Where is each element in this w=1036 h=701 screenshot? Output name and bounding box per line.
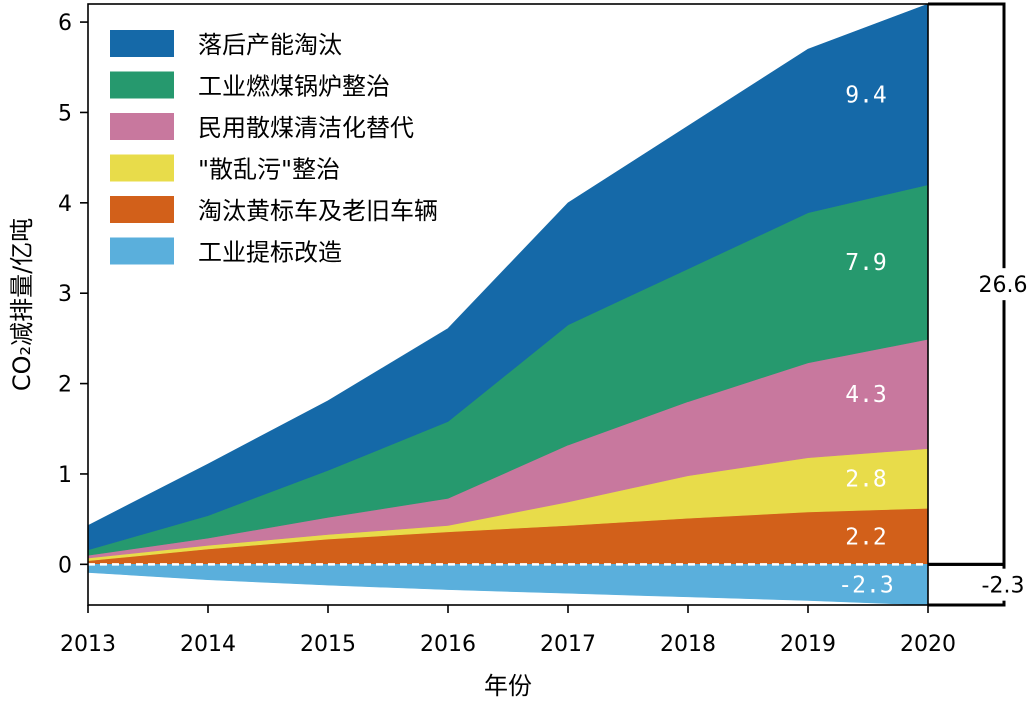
data-label-工业提标改造: -2.3 — [838, 573, 893, 599]
x-tick-label: 2020 — [900, 632, 956, 657]
y-axis-title: CO₂减排量/亿吨 — [8, 218, 36, 391]
x-tick-label: 2016 — [420, 632, 476, 657]
x-tick-label: 2013 — [60, 632, 116, 657]
legend-item-散乱污-整治: "散乱污"整治 — [110, 154, 340, 184]
bracket-label-bg — [970, 268, 1036, 301]
legend-swatch — [110, 196, 174, 223]
x-tick-label: 2015 — [300, 632, 356, 657]
legend-swatch — [110, 154, 174, 182]
data-label-淘汰黄标车及老旧车辆: 2.2 — [845, 524, 887, 550]
legend-label: 工业燃煤锅炉整治 — [198, 73, 390, 101]
y-tick-label: 2 — [58, 373, 72, 398]
x-tick-label: 2018 — [660, 632, 716, 657]
legend-item-工业燃煤锅炉整治: 工业燃煤锅炉整治 — [110, 71, 390, 101]
y-tick-label: 3 — [58, 282, 72, 307]
y-tick-label: 6 — [58, 11, 72, 36]
bracket-positive-total: 26.6 — [928, 2, 1036, 566]
legend-item-淘汰黄标车及老旧车辆: 淘汰黄标车及老旧车辆 — [110, 196, 438, 225]
bracket-negative-total: -2.3 — [928, 562, 1036, 607]
legend-swatch — [110, 113, 174, 140]
bracket-label: -2.3 — [982, 574, 1025, 599]
data-label-民用散煤清洁化替代: 4.3 — [845, 382, 887, 408]
x-tick-label: 2019 — [780, 632, 836, 657]
total-brackets: 26.6 -2.3 — [928, 2, 1036, 607]
area-工业提标改造 — [87, 564, 929, 606]
bracket-label: 26.6 — [979, 273, 1028, 298]
data-labels: 9.4 7.9 4.3 2.8 2.2 -2.3 — [838, 82, 893, 598]
legend-label: 民用散煤清洁化替代 — [198, 114, 414, 142]
y-tick-label: 5 — [58, 101, 72, 126]
data-label-工业燃煤锅炉整治: 7.9 — [845, 250, 887, 276]
data-label-散乱污-整治: 2.8 — [845, 466, 887, 492]
y-tick-label: 0 — [58, 553, 72, 578]
axes: 0 1 2 3 4 5 6 2013 2014 2015 2016 2017 2018 2019 2020 — [58, 3, 956, 657]
legend-label: 工业提标改造 — [198, 239, 342, 267]
legend-label: "散乱污"整治 — [198, 156, 340, 184]
x-tick-label: 2014 — [180, 632, 236, 657]
plot-frame — [87, 3, 929, 606]
legend-label: 淘汰黄标车及老旧车辆 — [198, 197, 438, 225]
legend-item-民用散煤清洁化替代: 民用散煤清洁化替代 — [110, 113, 414, 142]
legend-swatch — [110, 30, 174, 57]
legend-swatch — [110, 237, 174, 265]
legend-swatch — [110, 71, 174, 99]
legend-item-落后产能淘汰: 落后产能淘汰 — [110, 30, 342, 59]
data-label-落后产能淘汰: 9.4 — [845, 82, 887, 108]
legend-label: 落后产能淘汰 — [198, 31, 342, 59]
x-axis-title: 年份 — [484, 672, 532, 700]
legend-item-工业提标改造: 工业提标改造 — [110, 237, 342, 267]
bracket-label-bg — [970, 568, 1036, 601]
y-tick-label: 4 — [58, 192, 72, 217]
x-tick-label: 2017 — [540, 632, 596, 657]
area-layers — [87, 3, 929, 606]
y-tick-label: 1 — [58, 463, 72, 488]
